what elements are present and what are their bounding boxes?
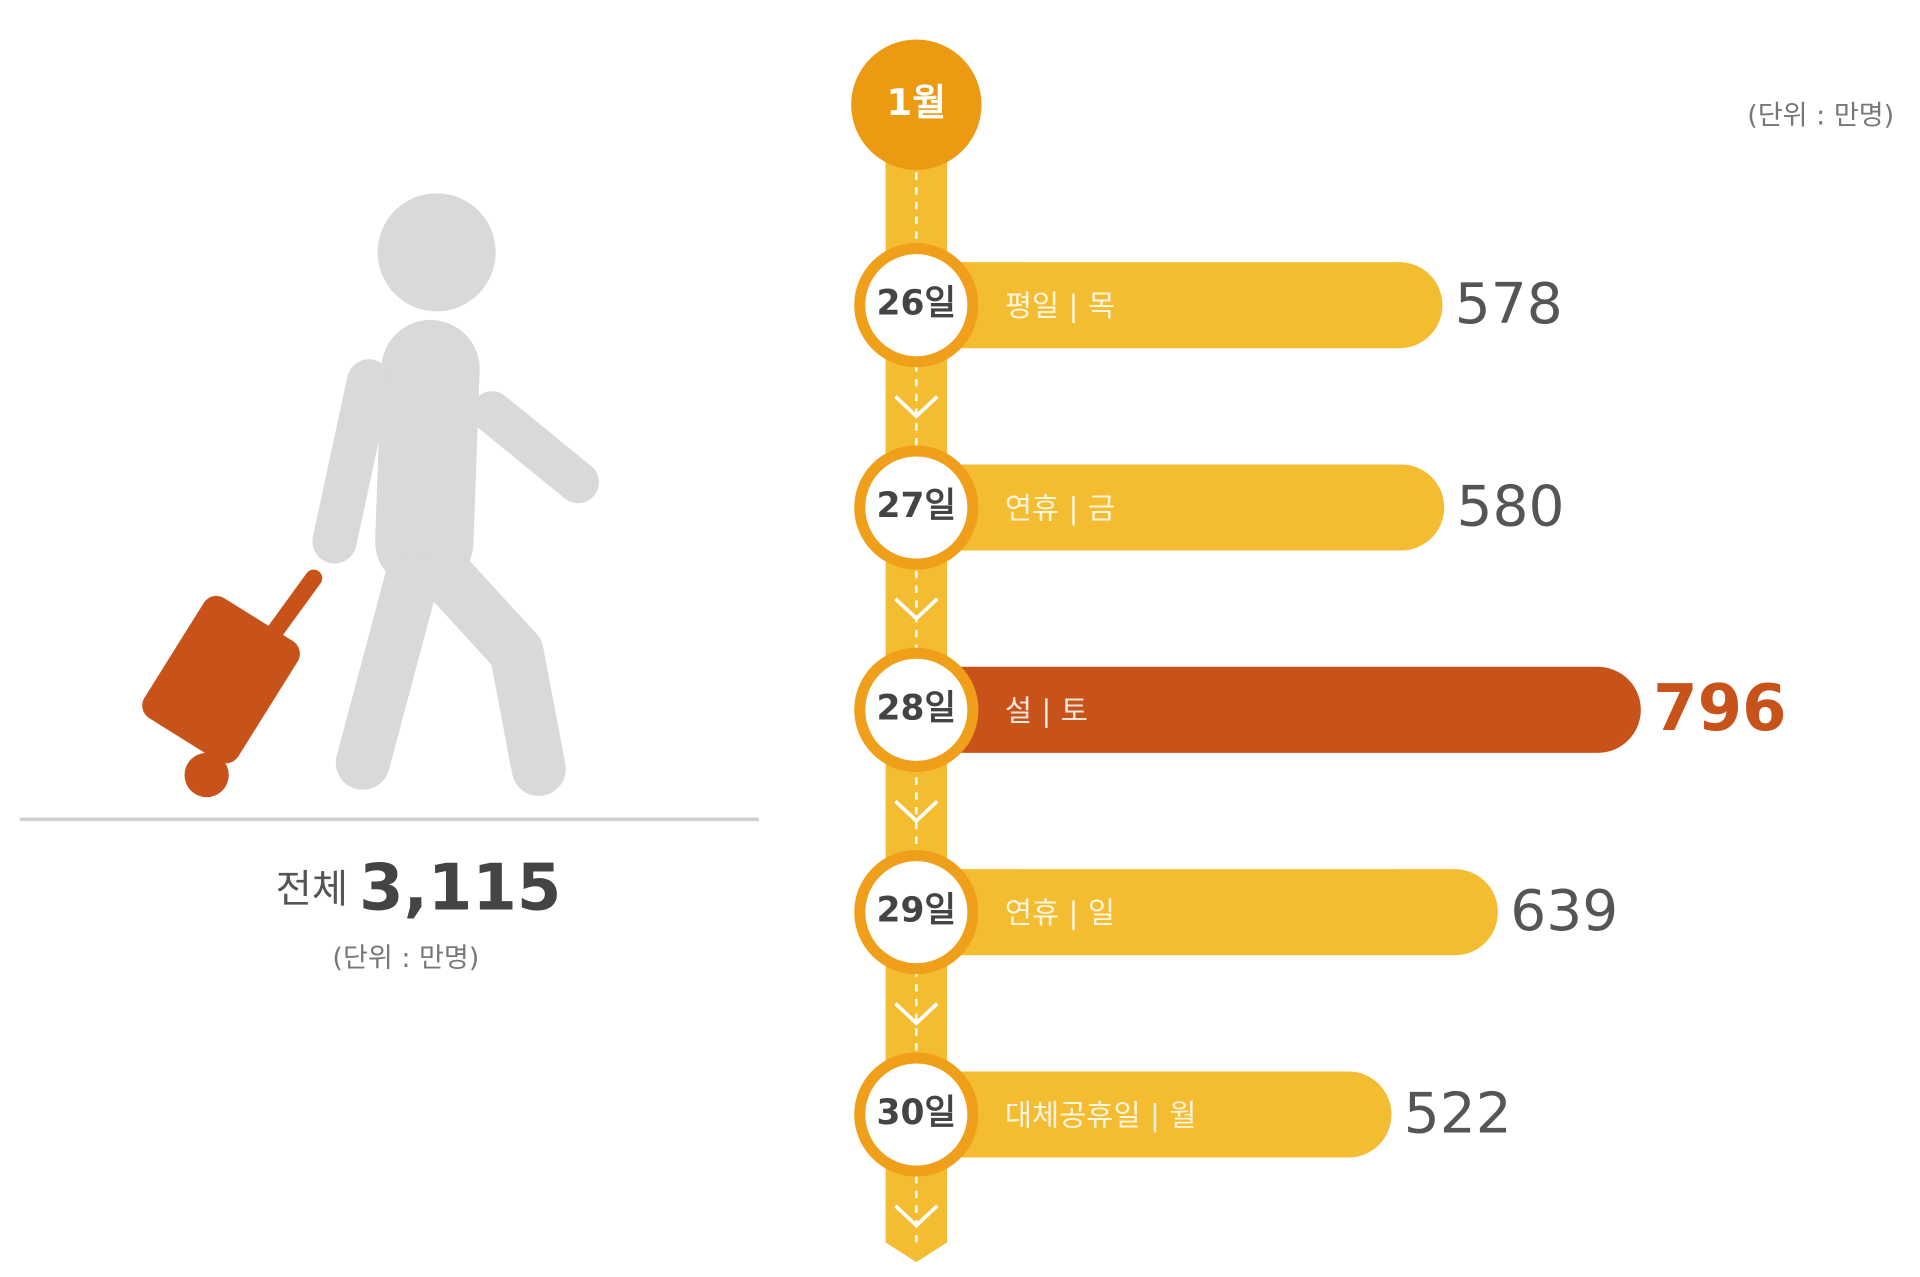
day-label: 29일 (877, 891, 957, 931)
front-arm (471, 391, 600, 504)
day-circle (854, 647, 979, 772)
value-label: 578 (1455, 271, 1563, 337)
suitcase-wheel (184, 752, 229, 798)
day-label: 26일 (877, 284, 957, 324)
day-label: 30일 (877, 1093, 957, 1133)
suitcase (142, 595, 300, 764)
bar-sublabel: 대체공휴일 | 월 (1005, 1098, 1197, 1133)
day-circle (854, 445, 979, 570)
month-circle (851, 39, 982, 170)
value-label: 522 (1404, 1081, 1512, 1147)
head (377, 193, 496, 312)
bar-sublabel: 연휴 | 일 (1005, 896, 1115, 931)
bar-sublabel: 연휴 | 금 (1005, 491, 1115, 526)
bar (916, 464, 1445, 551)
total-value: 3,115 (359, 851, 561, 925)
torso (375, 319, 480, 591)
bar (916, 1071, 1392, 1158)
chevron (894, 1002, 939, 1026)
chevron (894, 1204, 939, 1229)
back-arm (312, 359, 392, 564)
front-leg (421, 551, 566, 796)
bar (916, 262, 1443, 349)
total-unit: (단위 : 만명) (332, 943, 479, 974)
total-label: 전체 (276, 866, 348, 912)
day-label: 27일 (877, 486, 957, 526)
chevron (894, 597, 939, 622)
day-circle (854, 1052, 979, 1177)
day-label: 28일 (877, 688, 957, 728)
unit-label: (단위 : 만명) (1747, 100, 1894, 131)
value-label: 580 (1457, 474, 1565, 540)
bar-sublabel: 평일 | 목 (1005, 289, 1115, 324)
day-circle (854, 850, 979, 975)
chevron (894, 799, 939, 824)
value-label: 796 (1653, 672, 1786, 746)
day-circle (854, 243, 979, 368)
chevron (894, 395, 939, 419)
traveler-icon (142, 193, 600, 798)
bar-sublabel: 설 | 토 (1005, 694, 1088, 729)
bar (916, 869, 1498, 956)
bar (916, 666, 1641, 753)
month-label: 1월 (887, 81, 947, 124)
value-label: 639 (1510, 878, 1618, 944)
back-leg (335, 551, 440, 790)
